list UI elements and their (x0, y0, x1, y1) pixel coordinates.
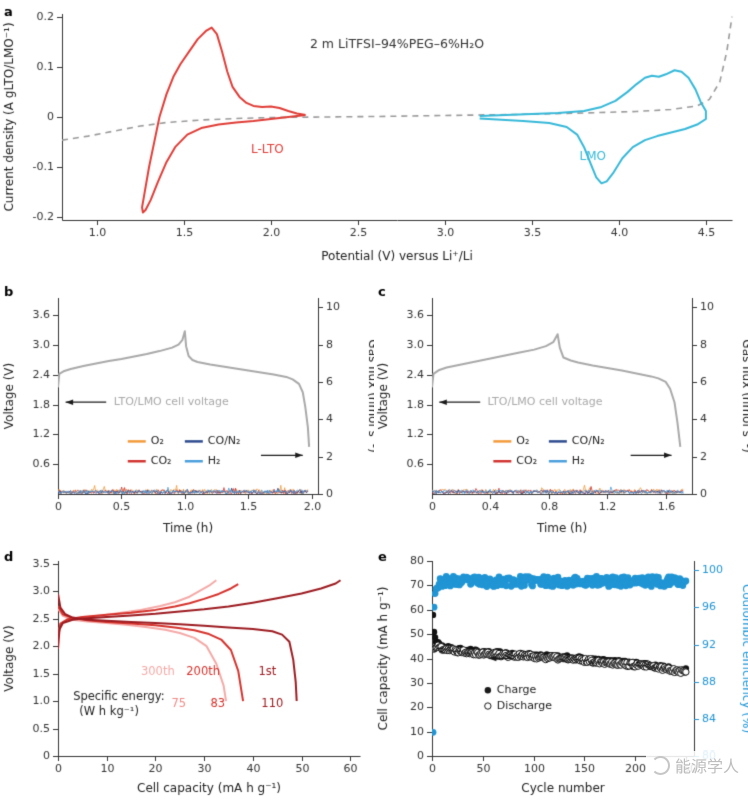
panel-d-voltage-capacity-chart (0, 545, 374, 800)
watermark-logo-icon (650, 755, 670, 775)
panel-a-cv-chart (0, 0, 748, 268)
watermark-text: 能源学人 (674, 757, 739, 776)
watermark: 能源学人 (645, 751, 744, 779)
panel-b-gas-flux-chart (0, 280, 374, 540)
panel-c-gas-flux-chart (374, 280, 748, 540)
